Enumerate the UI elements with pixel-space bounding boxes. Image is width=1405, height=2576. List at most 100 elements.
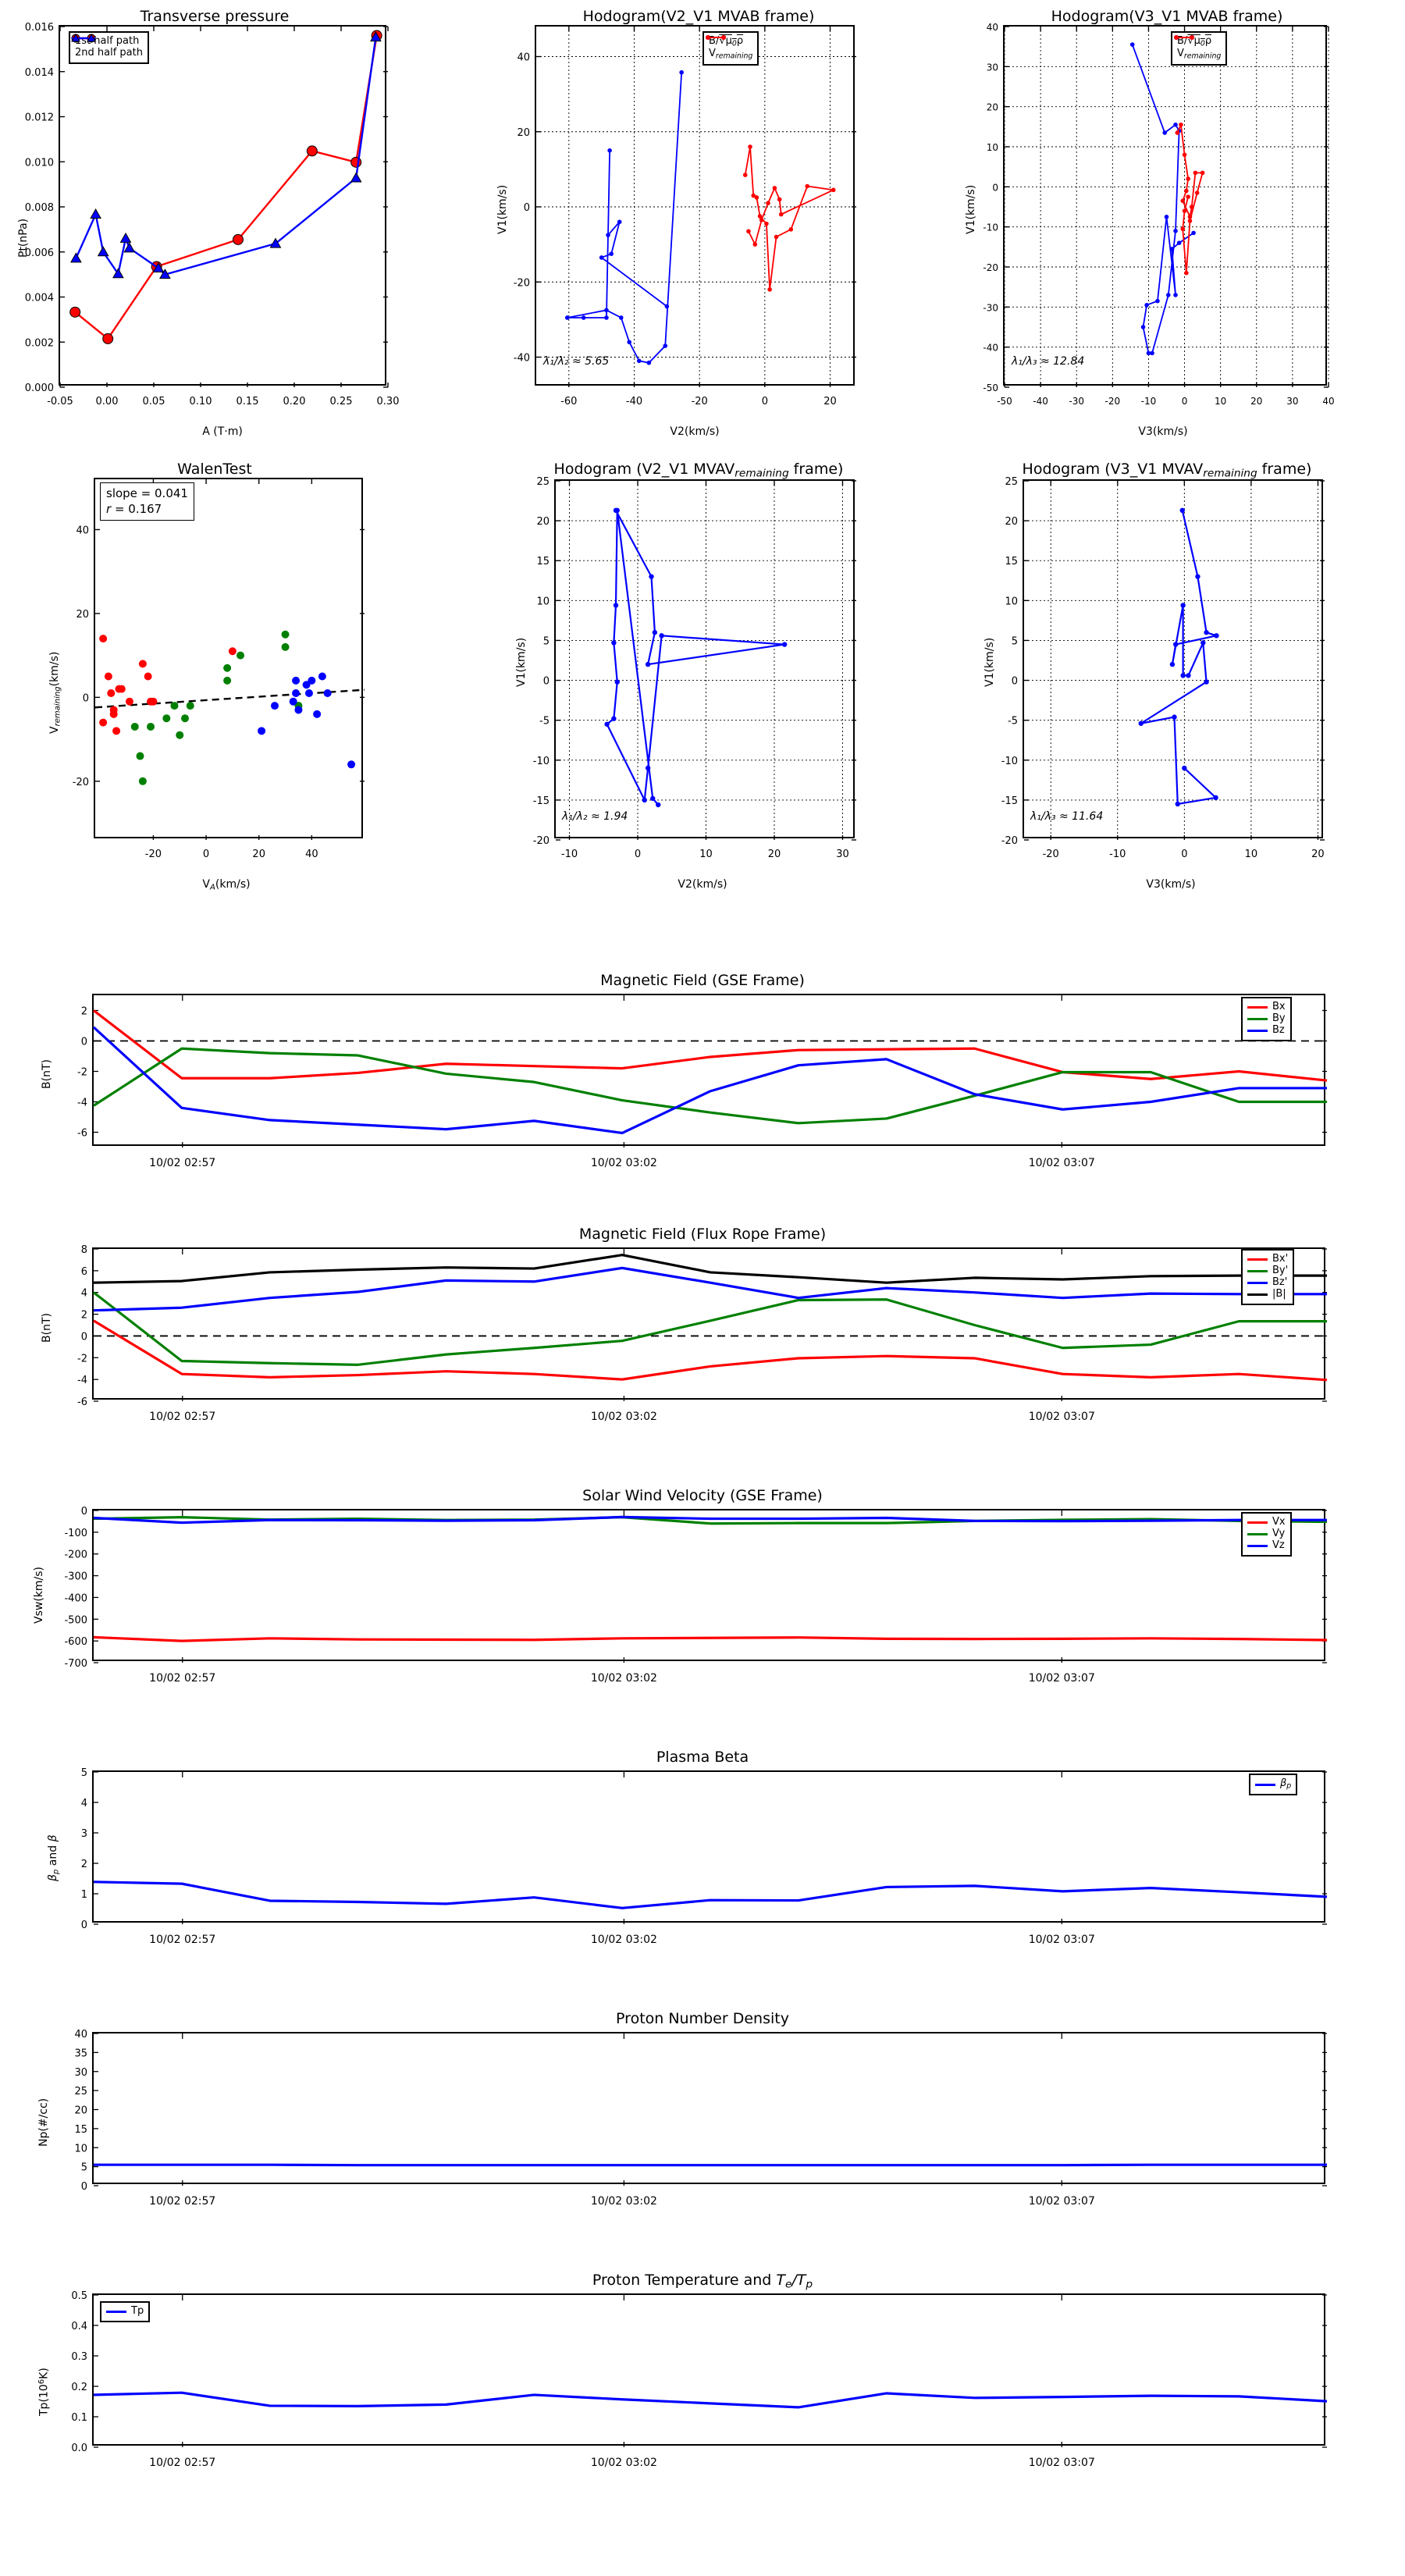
legend-swatch <box>1247 1269 1268 1272</box>
data-point <box>757 214 763 219</box>
data-point <box>618 315 624 320</box>
panel-title: Proton Temperature and Te/Tp <box>592 2272 813 2291</box>
scatter-point <box>237 651 245 660</box>
data-point <box>1173 229 1178 233</box>
series-line <box>93 1515 1327 1525</box>
y-tick-label: 0.002 <box>25 337 54 349</box>
data-point <box>1175 801 1180 807</box>
y-tick-label: 5 <box>543 635 550 647</box>
panel-title: Hodogram (V3_V1 MVAVremaining frame) <box>1022 461 1312 480</box>
x-axis-label: A (T·m) <box>202 425 243 438</box>
x-tick-label: 10/02 03:02 <box>591 1934 657 1946</box>
data-point <box>123 242 136 253</box>
data-point <box>1213 795 1218 801</box>
y-tick-label: -5 <box>1008 716 1018 728</box>
scatter-point <box>99 718 108 727</box>
data-point <box>617 219 622 225</box>
data-point <box>1182 208 1187 213</box>
scatter-point <box>136 752 144 760</box>
legend-item: Vx <box>1247 1516 1286 1528</box>
y-axis-label: V1(km/s) <box>965 184 977 234</box>
y-axis-label: Vsw(km/s) <box>33 1566 45 1624</box>
proton-temperature-plot: 0.0 0.1 0.2 0.3 0.4 0.5 10/02 02:57 10/02 03:02… <box>71 2290 1328 2469</box>
x-tick-label: 0.20 <box>283 396 306 407</box>
y-tick-label: 3 <box>81 1828 87 1840</box>
data-point <box>645 765 651 771</box>
x-tick-label: 0.10 <box>190 396 212 407</box>
x-tick-label: -0.05 <box>47 396 73 407</box>
y-tick-label: 0.5 <box>71 2290 87 2302</box>
scatter-point <box>147 722 155 731</box>
data-point <box>627 340 632 345</box>
x-tick-label: -30 <box>1069 396 1084 407</box>
y-tick-label: 0 <box>81 1331 87 1343</box>
y-tick-label: -400 <box>64 1592 87 1604</box>
scatter-point <box>223 664 232 672</box>
data-point <box>1172 714 1177 720</box>
data-point <box>112 268 124 279</box>
series-line <box>93 2391 1328 2409</box>
data-point <box>614 507 620 514</box>
legend-item: Vy <box>1247 1528 1286 1540</box>
data-point <box>1200 640 1206 646</box>
data-point <box>1200 170 1205 176</box>
scatter-point <box>292 688 301 697</box>
legend-item: Tp <box>106 2305 144 2318</box>
data-point <box>742 173 748 177</box>
hodogram-v2v1-mvab-plot: -60 -40 -20 0 20 -40 -20 0 20 40 <box>514 27 856 407</box>
plot-area: -20 0 20 40 -20 0 20 40 <box>73 478 365 860</box>
data-point <box>1204 679 1209 685</box>
legend-label: Vremaining <box>1177 48 1222 61</box>
series-line <box>93 1254 1327 1284</box>
data-point <box>646 360 652 365</box>
data-point <box>1189 205 1194 209</box>
scatter-point <box>104 672 112 681</box>
y-tick-label: 25 <box>536 476 550 488</box>
y-tick-label: 25 <box>1005 476 1018 488</box>
scatter-point <box>99 635 108 643</box>
scatter-point <box>107 688 116 697</box>
x-axis-label: V3(km/s) <box>1138 425 1188 438</box>
data-point <box>642 797 647 803</box>
data-point <box>1195 574 1200 579</box>
y-tick-label: -300 <box>64 1571 87 1583</box>
data-point <box>754 195 759 200</box>
y-tick-label: -4 <box>77 1375 87 1386</box>
data-point <box>1138 720 1144 726</box>
series-line <box>93 1009 1328 1082</box>
series-line <box>1131 44 1194 354</box>
legend-label: 2nd half path <box>75 46 143 59</box>
y-tick-label: -20 <box>514 277 530 289</box>
scatter-point <box>281 630 290 639</box>
y-tick-label: -6 <box>77 1397 87 1408</box>
x-tick-label: 40 <box>305 849 318 860</box>
data-point <box>581 315 586 320</box>
x-tick-label: 20 <box>1311 849 1325 860</box>
x-tick-label: 10/02 03:02 <box>591 1157 657 1169</box>
x-tick-label: 10/02 03:02 <box>591 1411 657 1423</box>
scatter-point <box>125 697 133 706</box>
x-tick-label: 10 <box>1245 849 1258 860</box>
legend-label: Tp <box>131 2305 144 2317</box>
x-tick-label: 10/02 03:02 <box>591 1672 657 1685</box>
magnetic-field-flux-rope-plot: -6 -4 -2 0 2 4 6 8 10/02 02:57 10/02 03:02 10/02 0… <box>77 1244 1328 1423</box>
data-point <box>152 262 165 273</box>
panel-transverse-pressure: Transverse pressure -0.05 0.00 0.05 0.10 0.1… <box>0 0 468 453</box>
data-point <box>656 802 661 808</box>
y-tick-label: -20 <box>983 262 998 273</box>
x-tick-label: -10 <box>561 849 578 860</box>
data-point <box>679 69 684 75</box>
legend-swatch <box>1255 1783 1275 1786</box>
plot-area: -700 -600 -500 -400 -300 -200 -100 0 10/02 02:57… <box>64 1506 1328 1685</box>
x-tick-label: 0.05 <box>143 396 165 407</box>
scatter-point <box>294 706 303 714</box>
y-tick-label: 0.3 <box>71 2351 87 2363</box>
panel-hodogram-v2v1-mvav: Hodogram (V2_V1 MVAVremaining frame) -10… <box>468 453 937 906</box>
data-point <box>1162 130 1167 135</box>
y-tick-label: 0 <box>543 676 550 688</box>
legend-transverse-pressure: 1st half path 2nd half path <box>69 31 149 64</box>
data-point <box>97 246 109 257</box>
legend-label: By <box>1272 1012 1286 1024</box>
y-tick-label: 20 <box>987 102 998 113</box>
y-tick-label: 0.008 <box>25 202 54 214</box>
